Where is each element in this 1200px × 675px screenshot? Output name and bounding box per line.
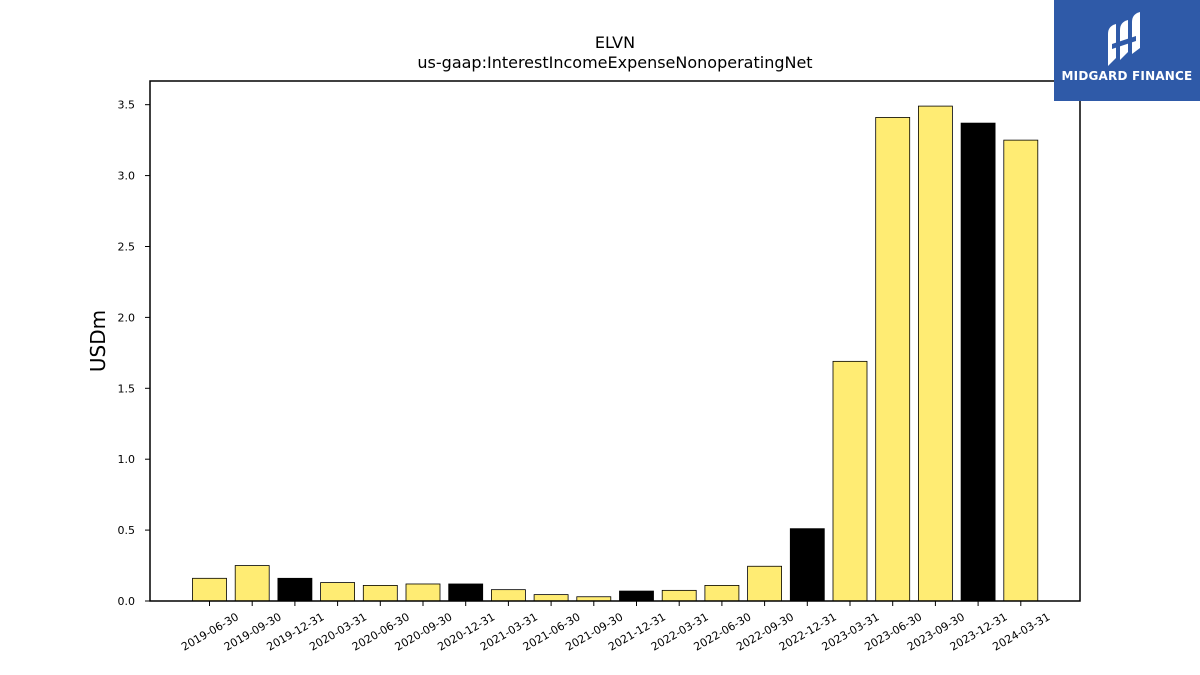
bar-2023-03-31 (832, 360, 868, 602)
y-tick-label: 3.0 (118, 170, 136, 183)
bar-2023-12-31 (960, 122, 996, 602)
y-axis-label: USDm (86, 310, 110, 372)
bar-2020-03-31 (320, 582, 356, 602)
bar-2019-12-31 (277, 577, 313, 602)
bars-group (192, 105, 1039, 602)
logo-mark-icon (1108, 12, 1140, 66)
bar-2020-12-31 (448, 583, 484, 602)
bar-2020-09-30 (405, 583, 441, 602)
y-tick-label: 2.0 (118, 311, 136, 324)
bar-2023-06-30 (875, 117, 911, 602)
y-tick-label: 1.5 (118, 382, 136, 395)
bar-2022-06-30 (704, 585, 740, 602)
bar-2019-09-30 (234, 565, 270, 602)
bar-2022-12-31 (789, 528, 825, 602)
y-tick-label: 0.0 (118, 595, 136, 608)
bar-2024-03-31 (1003, 139, 1039, 602)
bar-2020-06-30 (362, 585, 398, 602)
bar-2019-06-30 (192, 577, 227, 602)
bar-2021-06-30 (533, 594, 569, 602)
bar-2022-03-31 (661, 589, 697, 602)
bar-2022-09-30 (747, 565, 782, 602)
bar-2021-12-31 (619, 590, 654, 602)
midgard-finance-logo: MIDGARD FINANCE (1054, 0, 1200, 101)
chart-title: ELVN (595, 33, 635, 52)
plot-frame (149, 80, 1081, 602)
chart-subtitle: us-gaap:InterestIncomeExpenseNonoperatin… (417, 53, 812, 72)
y-tick-label: 3.5 (118, 99, 136, 112)
y-tick-label: 1.0 (118, 453, 136, 466)
bar-2021-03-31 (490, 589, 526, 602)
logo-text: MIDGARD FINANCE (1061, 69, 1193, 83)
bar-2023-09-30 (918, 105, 953, 602)
y-tick-label: 2.5 (118, 240, 136, 253)
y-tick-label: 0.5 (118, 524, 136, 537)
y-axis-ticks: 0.0 0.5 1.0 1.5 2.0 2.5 3.0 3.5 (118, 99, 150, 608)
x-axis-ticks: 2019-06-302019-09-302019-12-312020-03-31… (179, 601, 1052, 654)
